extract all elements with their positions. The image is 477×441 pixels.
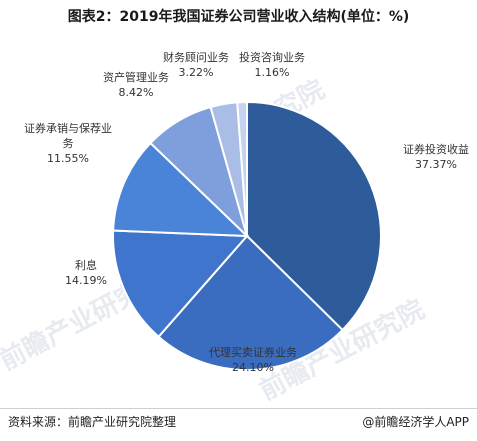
slice-value-label: 3.22% [179, 66, 214, 79]
footer: 资料来源：前瞻产业研究院整理 @前瞻经济学人APP [0, 408, 477, 431]
slice-value-label: 8.42% [119, 86, 154, 99]
slice-category-label: 务 [63, 137, 74, 150]
slice-value-label: 11.55% [47, 152, 89, 165]
slice-category-label: 证券投资收益 [403, 142, 469, 156]
slice-category-label: 利息 [75, 258, 97, 272]
slice-value-label: 24.10% [232, 361, 274, 374]
slice-category-label: 证券承销与保荐业 [24, 121, 112, 135]
chart-title: 图表2：2019年我国证券公司营业收入结构(单位：%) [67, 9, 410, 25]
pie-slice [246, 100, 382, 332]
slice-value-label: 37.37% [415, 158, 457, 171]
slice-category-label: 资产管理业务 [103, 70, 169, 84]
slice-category-label: 投资咨询业务 [239, 50, 305, 64]
slice-category-label: 代理买卖证券业务 [209, 345, 297, 359]
slice-value-label: 14.19% [65, 274, 107, 287]
source-note: 资料来源：前瞻产业研究院整理 [8, 415, 177, 429]
pie-slice [112, 229, 250, 339]
pie-slice [112, 141, 250, 238]
pie-slice [157, 234, 344, 371]
brand-credit: @前瞻经济学人APP [362, 415, 469, 429]
pie-chart: 证券投资收益 37.37% 代理买卖证券业务 24.10% 利息 14.19% 证券承销与保… [24, 50, 469, 374]
slice-value-label: 1.16% [255, 66, 290, 79]
slice-category-label: 财务顾问业务 [163, 50, 229, 64]
pie-slice [236, 100, 248, 237]
